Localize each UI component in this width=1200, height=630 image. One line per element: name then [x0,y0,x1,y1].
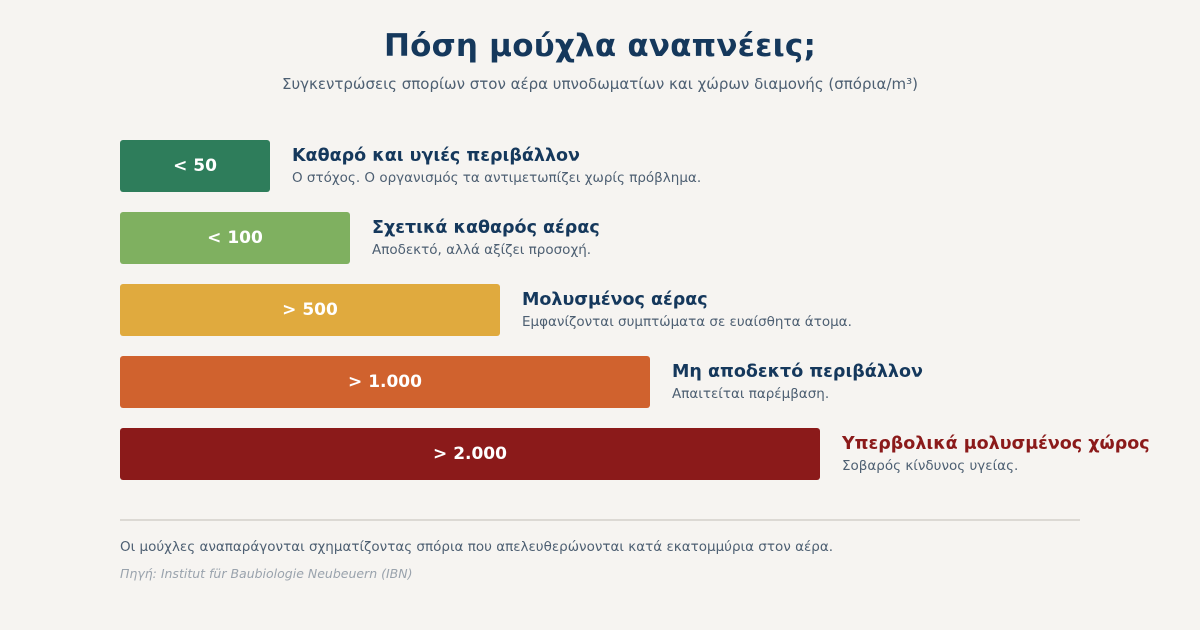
bar: > 1.000 [120,356,650,408]
bar-description: Μολυσμένος αέρας Εμφανίζονται συμπτώματα … [522,290,852,330]
description-text: Απαιτείται παρέμβαση. [672,386,830,402]
description-text: Εμφανίζονται συμπτώματα σε ευαίσθητα άτο… [522,314,852,330]
description-title: Μολυσμένος αέρας [522,290,708,310]
bar: > 2.000 [120,428,820,480]
description-title: Υπερβολικά μολυσμένος χώρος [842,434,1150,454]
bar-label: > 1.000 [348,372,422,392]
description-text: Σοβαρός κίνδυνος υγείας. [842,458,1019,474]
bar-label: > 500 [282,300,338,320]
source-note: Πηγή: Institut für Baubiologie Neubeuern… [120,566,413,581]
bar-label: < 100 [207,228,263,248]
description-title: Καθαρό και υγιές περιβάλλον [292,146,580,166]
bar-description: Καθαρό και υγιές περιβάλλον Ο στόχος. Ο ο… [292,146,701,186]
description-text: Ο στόχος. Ο οργανισμός τα αντιμετωπίζει … [292,170,702,186]
footnote: Οι μούχλες αναπαράγονται σχηματίζοντας σ… [120,539,834,555]
bar: < 100 [120,212,350,264]
chart-title: Πόση μούχλα αναπνέεις; [383,28,817,64]
description-title: Σχετικά καθαρός αέρας [372,218,600,238]
bar-label: < 50 [173,156,217,176]
bar-description: Υπερβολικά μολυσμένος χώρος Σοβαρός κίνδυ… [842,434,1150,474]
chart-subtitle: Συγκεντρώσεις σπορίων στον αέρα υπνοδωμα… [282,75,918,93]
bar: > 500 [120,284,500,336]
bar-label: > 2.000 [433,444,507,464]
divider [120,519,1080,521]
description-text: Αποδεκτό, αλλά αξίζει προσοχή. [372,242,592,258]
bar: < 50 [120,140,270,192]
bar-description: Σχετικά καθαρός αέρας Αποδεκτό, αλλά αξίζ… [372,218,600,258]
bar-description: Μη αποδεκτό περιβάλλον Απαιτείται παρέμβα… [672,362,923,402]
description-title: Μη αποδεκτό περιβάλλον [672,362,923,382]
